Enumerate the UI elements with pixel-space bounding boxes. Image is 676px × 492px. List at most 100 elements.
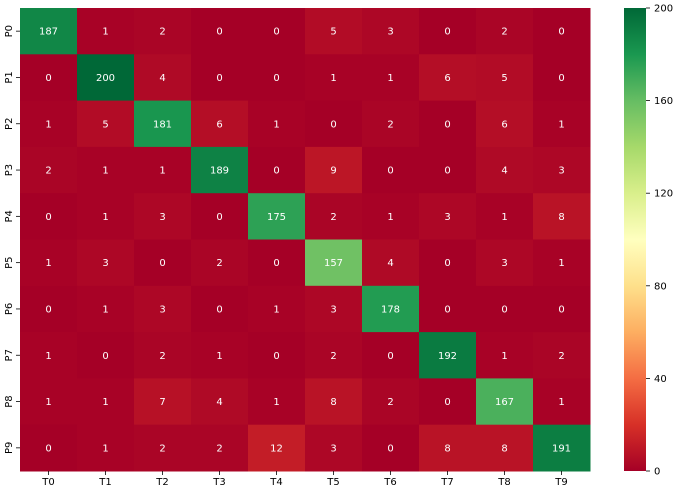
heatmap-cell [419,193,477,240]
heatmap-cell [419,378,477,426]
cell-value-label: 3 [558,166,564,177]
heatmap-cell [476,332,534,379]
cell-value-label: 2 [216,443,222,454]
heatmap-cell [533,239,591,287]
cell-value-label: 5 [501,73,507,84]
y-tick-label: P0 [4,25,15,37]
heatmap-cell [476,54,534,102]
heatmap-cell [20,285,78,333]
heatmap-cell [419,424,477,472]
cell-value-label: 3 [330,443,336,454]
y-tick-label: P8 [4,395,15,407]
cell-value-label: 0 [387,166,393,177]
cell-value-label: 1 [558,258,564,269]
cell-value-label: 1 [330,73,336,84]
y-tick-label: P4 [4,210,15,222]
cell-value-label: 3 [159,304,165,315]
heatmap-cell [20,193,78,240]
cell-value-label: 189 [210,166,229,177]
heatmap-cell [134,285,192,333]
cell-value-label: 1 [159,166,165,177]
cell-value-label: 0 [444,27,450,38]
cell-value-label: 191 [552,443,571,454]
x-tick-label: T3 [212,477,225,488]
cell-value-label: 0 [273,166,279,177]
cell-value-label: 5 [102,119,108,130]
cell-value-label: 0 [330,119,336,130]
heatmap-cell [77,239,135,287]
cell-value-label: 9 [330,166,336,177]
heatmap-cell [419,146,477,194]
x-tick-label: T7 [440,477,453,488]
cell-value-label: 0 [444,119,450,130]
heatmap-cell [305,54,363,102]
heatmap-cell [419,54,477,102]
heatmap-cell [248,146,306,194]
cell-value-label: 6 [444,73,450,84]
heatmap-cell [248,8,306,55]
heatmap-cell [476,239,534,287]
cell-value-label: 2 [330,351,336,362]
heatmap-cell [134,239,192,287]
heatmap-cell [191,146,249,194]
heatmap-cell [77,8,135,55]
heatmap-cell [77,285,135,333]
x-tick-label: T4 [269,477,282,488]
heatmap-cell [305,146,363,194]
heatmap-cell [533,8,591,55]
cell-value-label: 8 [558,212,564,223]
cell-value-label: 1 [102,304,108,315]
heatmap-cell [248,54,306,102]
cell-value-label: 1 [387,73,393,84]
heatmap-cell [77,193,135,240]
cell-value-label: 8 [330,397,336,408]
heatmap-cell [248,100,306,148]
colorbar-tick-label: 80 [654,281,667,292]
heatmap-cell [305,332,363,379]
cell-value-label: 0 [444,304,450,315]
heatmap-cell [77,378,135,426]
cell-value-label: 0 [45,73,51,84]
cell-value-label: 2 [216,258,222,269]
heatmap-cell-labels: 187 1 2 0 0 5 3 0 2 00 200 4 0 0 1 1 6 5 01 5 181 6 1 0 2 0 6 12 1 1 1… [39,27,571,455]
cell-value-label: 4 [216,397,222,408]
colorbar-tick-label: 200 [654,4,673,15]
heatmap-cell [476,378,534,426]
cell-value-label: 0 [444,258,450,269]
cell-value-label: 0 [45,304,51,315]
cell-value-label: 2 [387,119,393,130]
cell-value-label: 1 [102,212,108,223]
cell-value-label: 1 [102,397,108,408]
cell-value-label: 2 [387,397,393,408]
cell-value-label: 187 [39,27,58,38]
cell-value-label: 3 [102,258,108,269]
cell-value-label: 1 [273,119,279,130]
heatmap-cell [134,332,192,379]
cell-value-label: 1 [501,351,507,362]
cell-value-label: 167 [495,397,514,408]
heatmap-cell [77,146,135,194]
heatmap-cell [134,146,192,194]
x-tick-label: T8 [497,477,510,488]
cell-value-label: 1 [45,119,51,130]
cell-value-label: 1 [387,212,393,223]
cell-value-label: 1 [558,119,564,130]
heatmap-cell [20,100,78,148]
cell-value-label: 8 [444,443,450,454]
heatmap-cell [20,239,78,287]
y-tick-label: P7 [4,349,15,361]
cell-value-label: 0 [273,73,279,84]
cell-value-label: 4 [387,258,393,269]
heatmap-cell [191,332,249,379]
heatmap-cell [533,100,591,148]
heatmap-cell [419,285,477,333]
heatmap-cell [305,8,363,55]
heatmap-cell [533,285,591,333]
cell-value-label: 0 [159,258,165,269]
cell-value-label: 6 [216,119,222,130]
heatmap-cell [20,54,78,102]
heatmap-cell [476,100,534,148]
cell-value-label: 0 [501,304,507,315]
heatmap-cell [305,100,363,148]
